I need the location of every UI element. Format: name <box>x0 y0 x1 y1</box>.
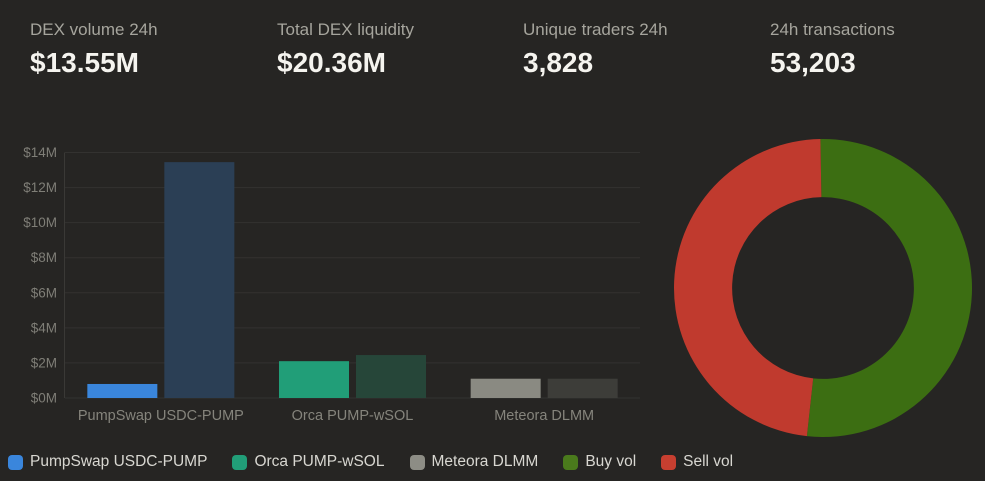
legend-label: PumpSwap USDC-PUMP <box>30 453 208 470</box>
legend-label: Meteora DLMM <box>431 453 539 470</box>
bar-meteora-dlmm-2[interactable] <box>547 378 618 398</box>
buy-sell-donut-chart[interactable] <box>663 128 983 448</box>
stat-value: 3,828 <box>523 47 594 78</box>
legend-item-buy-vol[interactable]: Buy vol <box>563 454 636 470</box>
stat-unique-traders: Unique traders 24h 3,828 <box>523 20 770 78</box>
legend-item-sell-vol[interactable]: Sell vol <box>661 454 733 470</box>
x-axis-category: Meteora DLMM <box>494 408 594 424</box>
stat-label: Unique traders 24h <box>523 20 668 39</box>
bar-pumpswap-usdc-pump-2[interactable] <box>164 162 235 398</box>
legend-label: Orca PUMP-wSOL <box>254 453 385 470</box>
legend-swatch-pumpswap <box>8 454 23 470</box>
y-axis-tick: $14M <box>23 145 57 160</box>
y-axis-tick: $12M <box>23 180 57 195</box>
stat-dex-volume: DEX volume 24h $13.55M <box>30 20 277 78</box>
y-axis-tick: $2M <box>31 355 57 370</box>
legend-item-meteora[interactable]: Meteora DLMM <box>409 453 539 470</box>
donut-chart-svg[interactable] <box>663 128 983 448</box>
stat-value: $20.36M <box>277 47 386 78</box>
bar-orca-pump-wsol-2[interactable] <box>356 355 426 398</box>
x-axis-category: Orca PUMP-wSOL <box>292 408 414 424</box>
legend-swatch-meteora <box>409 454 425 470</box>
y-axis-tick: $0M <box>31 391 57 406</box>
stat-label: Total DEX liquidity <box>277 20 415 39</box>
legend-swatch-sell-vol <box>661 454 677 470</box>
y-axis-tick: $8M <box>31 250 57 265</box>
y-axis-tick: $4M <box>31 320 57 335</box>
donut-slice-buy-vol[interactable] <box>806 139 972 437</box>
bar-chart-svg[interactable]: $0M $2M $4M $6M $8M $10M $12M $14M PumpSwap USDC… <box>0 130 660 440</box>
stat-label: 24h transactions <box>770 20 895 39</box>
y-axis-tick: $10M <box>23 215 57 230</box>
bar-orca-pump-wsol-1[interactable] <box>279 361 349 398</box>
x-axis-category: PumpSwap USDC-PUMP <box>78 408 244 424</box>
stat-transactions: 24h transactions 53,203 <box>770 20 985 78</box>
stats-row: DEX volume 24h $13.55M Total DEX liquidi… <box>30 20 985 78</box>
stat-value: 53,203 <box>770 47 856 78</box>
bar-meteora-dlmm-1[interactable] <box>470 378 541 398</box>
donut-slice-sell-vol[interactable] <box>673 139 822 437</box>
legend-item-pumpswap[interactable]: PumpSwap USDC-PUMP <box>8 454 207 470</box>
bar-pumpswap-usdc-pump-1[interactable] <box>87 383 158 398</box>
legend-item-orca[interactable]: Orca PUMP-wSOL <box>232 453 385 470</box>
stat-total-liquidity: Total DEX liquidity $20.36M <box>277 20 523 78</box>
legend-label: Buy vol <box>585 453 637 470</box>
legend-label: Sell vol <box>683 453 734 470</box>
chart-legend: PumpSwap USDC-PUMP Orca PUMP-wSOL Meteor… <box>8 450 733 474</box>
legend-swatch-orca <box>232 454 248 470</box>
y-axis-tick: $6M <box>31 285 57 300</box>
stat-value: $13.55M <box>30 47 139 78</box>
volume-bar-chart[interactable]: $0M $2M $4M $6M $8M $10M $12M $14M PumpSwap USDC… <box>0 130 660 440</box>
stat-label: DEX volume 24h <box>30 20 158 39</box>
legend-swatch-buy-vol <box>563 454 579 470</box>
